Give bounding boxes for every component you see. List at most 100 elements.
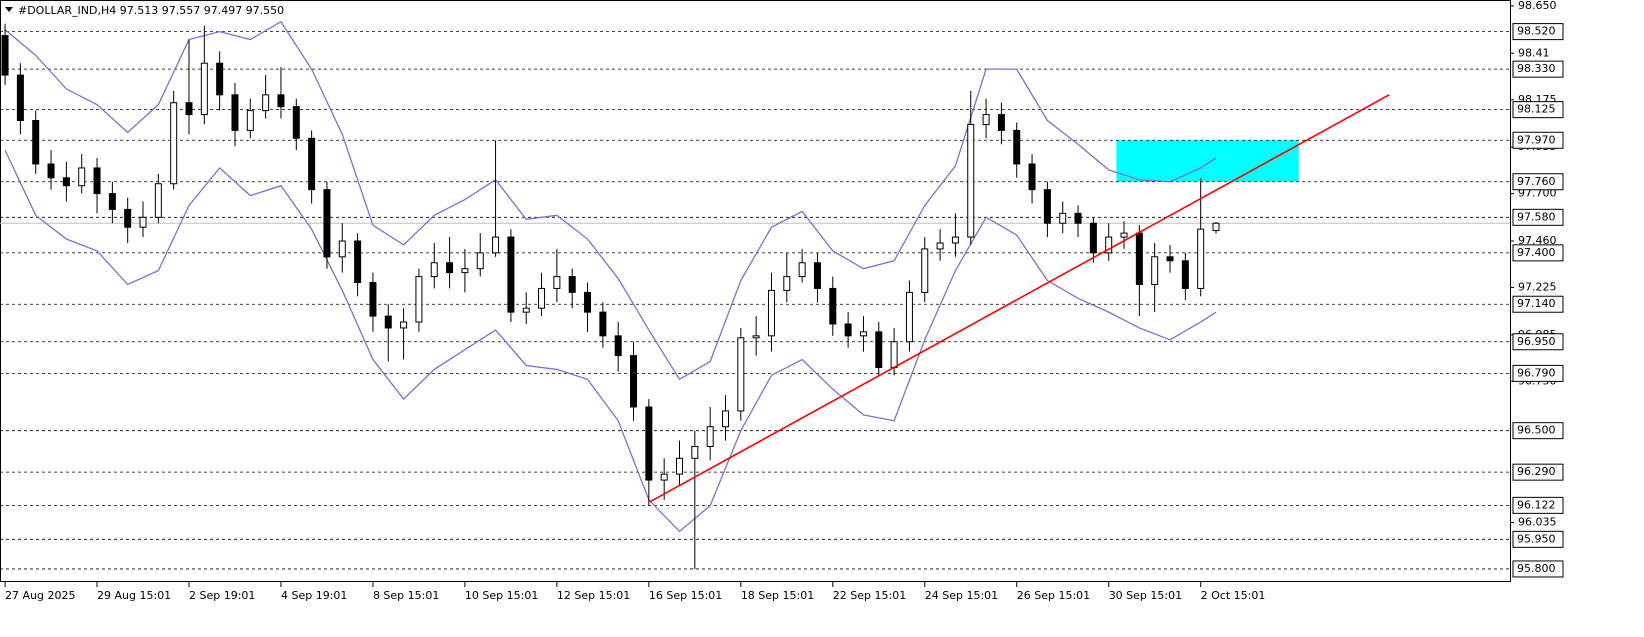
level-label-box	[1512, 173, 1564, 191]
candle-body	[492, 236, 500, 254]
level-label-box	[1512, 333, 1564, 351]
y-tick-label: 97.225	[1518, 280, 1557, 293]
level-label-box	[1512, 131, 1564, 149]
level-label-box	[1512, 244, 1564, 262]
candle-body	[997, 114, 1005, 131]
candle-body	[1059, 212, 1067, 224]
level-label: 96.950	[1517, 335, 1556, 348]
x-tick-label: 29 Aug 15:01	[97, 589, 171, 602]
candle-body	[124, 208, 132, 228]
candle-body	[292, 106, 300, 139]
candle-body	[1151, 256, 1159, 285]
level-label: 95.950	[1517, 532, 1556, 545]
plot-frame	[0, 0, 1511, 582]
candle-body	[369, 282, 377, 317]
level-label: 96.290	[1517, 465, 1556, 478]
candle-body	[829, 287, 837, 325]
candle-body	[1212, 222, 1220, 232]
candle-body	[476, 252, 484, 270]
candle-body	[967, 123, 975, 238]
x-tick-label: 30 Sep 15:01	[1109, 589, 1182, 602]
level-label-box	[1512, 560, 1564, 578]
candle-body	[752, 335, 760, 339]
candle-body	[614, 335, 622, 357]
level-label-box	[1512, 422, 1564, 440]
candle-body	[706, 426, 714, 447]
level-label-box	[1512, 496, 1564, 514]
y-tick-label: 96.035	[1518, 516, 1557, 529]
candle-body	[721, 410, 729, 428]
candle-body	[890, 341, 898, 368]
candle-body	[16, 74, 24, 122]
y-tick-label: 98.650	[1518, 0, 1557, 12]
plot-area	[0, 20, 1510, 570]
x-tick-label: 12 Sep 15:01	[557, 589, 630, 602]
candle-body	[446, 262, 454, 274]
level-label: 96.122	[1517, 498, 1556, 511]
candle-body	[430, 262, 438, 278]
candle-body	[139, 216, 147, 228]
candle-body	[813, 262, 821, 289]
chart-title: #DOLLAR_IND,H4 97.513 97.557 97.497 97.5…	[18, 4, 284, 17]
level-label-box	[1512, 60, 1564, 78]
candle-body	[62, 177, 70, 187]
candle-body	[921, 248, 929, 293]
candle-body	[522, 307, 530, 313]
candle-body	[461, 268, 469, 274]
candle-body	[767, 289, 775, 337]
candle-body	[154, 183, 162, 218]
candle-body	[170, 102, 178, 185]
candle-body	[783, 276, 791, 291]
candle-body	[691, 445, 699, 459]
candle-body	[553, 276, 561, 289]
level-label-box	[1512, 364, 1564, 382]
candle-body	[875, 331, 883, 368]
level-label: 97.580	[1517, 210, 1556, 223]
candle-body	[1197, 228, 1205, 289]
level-label: 98.520	[1517, 25, 1556, 38]
candle-body	[1166, 256, 1174, 262]
candle-body	[32, 120, 40, 165]
x-tick-label: 2 Oct 15:01	[1201, 589, 1266, 602]
candle-body	[1028, 163, 1036, 191]
candle-body	[905, 291, 913, 343]
candle-body	[599, 311, 607, 337]
level-label-box	[1512, 101, 1564, 119]
zone	[1116, 140, 1299, 182]
level-label-box	[1512, 208, 1564, 226]
candle-body	[78, 167, 86, 187]
x-tick-label: 18 Sep 15:01	[741, 589, 814, 602]
level-label: 97.140	[1517, 297, 1556, 310]
candle-body	[415, 276, 423, 323]
candle-body	[951, 236, 959, 244]
candle-body	[645, 406, 653, 481]
candle-body	[1105, 236, 1113, 254]
candle-body	[400, 321, 408, 329]
candle-body	[108, 193, 116, 210]
candle-body	[246, 110, 254, 131]
candle-body	[384, 315, 392, 329]
candle-body	[737, 337, 745, 412]
level-label: 98.125	[1517, 103, 1556, 116]
candle-body	[1135, 232, 1143, 285]
x-tick-label: 4 Sep 19:01	[281, 589, 347, 602]
bollinger-band	[4, 149, 1217, 533]
level-label: 97.400	[1517, 246, 1556, 259]
menu-arrow	[5, 7, 13, 12]
candle-body	[262, 94, 270, 112]
level-label-box	[1512, 295, 1564, 313]
candle-body	[859, 331, 867, 337]
candle-body	[216, 62, 224, 96]
candle-body	[200, 62, 208, 116]
candle-body	[231, 94, 239, 131]
candle-body	[354, 240, 362, 284]
candle-body	[277, 94, 285, 108]
candle-body	[1043, 189, 1051, 224]
candle-body	[47, 163, 55, 179]
candle-body	[1120, 232, 1128, 238]
level-label: 98.330	[1517, 62, 1556, 75]
x-tick-label: 16 Sep 15:01	[649, 589, 722, 602]
x-tick-label: 26 Sep 15:01	[1017, 589, 1090, 602]
x-tick-label: 8 Sep 15:01	[373, 589, 439, 602]
